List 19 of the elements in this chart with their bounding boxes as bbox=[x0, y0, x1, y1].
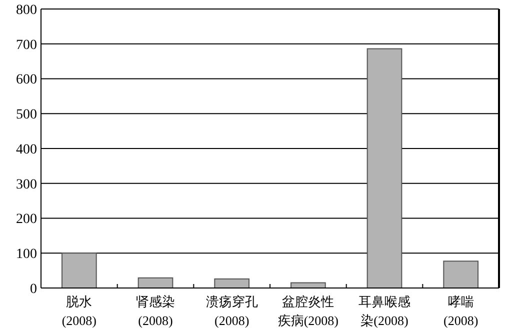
x-tick-label: 哮喘(2008) bbox=[443, 294, 478, 328]
y-tick-label: 0 bbox=[30, 282, 37, 297]
bar bbox=[61, 252, 97, 288]
y-tick-label: 500 bbox=[16, 108, 37, 123]
x-tick-label: 耳鼻喉感染(2008) bbox=[358, 294, 410, 328]
y-tick-label: 200 bbox=[16, 212, 37, 228]
x-tick-label: 肾感染(2008) bbox=[136, 294, 175, 328]
y-tick-label: 400 bbox=[16, 142, 37, 158]
y-tick-label: 800 bbox=[16, 2, 37, 18]
bar bbox=[366, 48, 402, 288]
y-tick-label: 300 bbox=[16, 177, 37, 192]
x-tick-label: 脱水(2008) bbox=[62, 294, 97, 328]
y-tick-label: 100 bbox=[16, 247, 37, 262]
y-tick-label: 700 bbox=[16, 38, 37, 53]
x-tick-label: 溃疡穿孔(2008) bbox=[206, 294, 258, 328]
bar bbox=[214, 278, 250, 288]
bar bbox=[443, 260, 479, 288]
x-tick-label: 盆腔炎性疾病(2008) bbox=[278, 294, 339, 328]
y-tick-label: 600 bbox=[16, 72, 37, 88]
